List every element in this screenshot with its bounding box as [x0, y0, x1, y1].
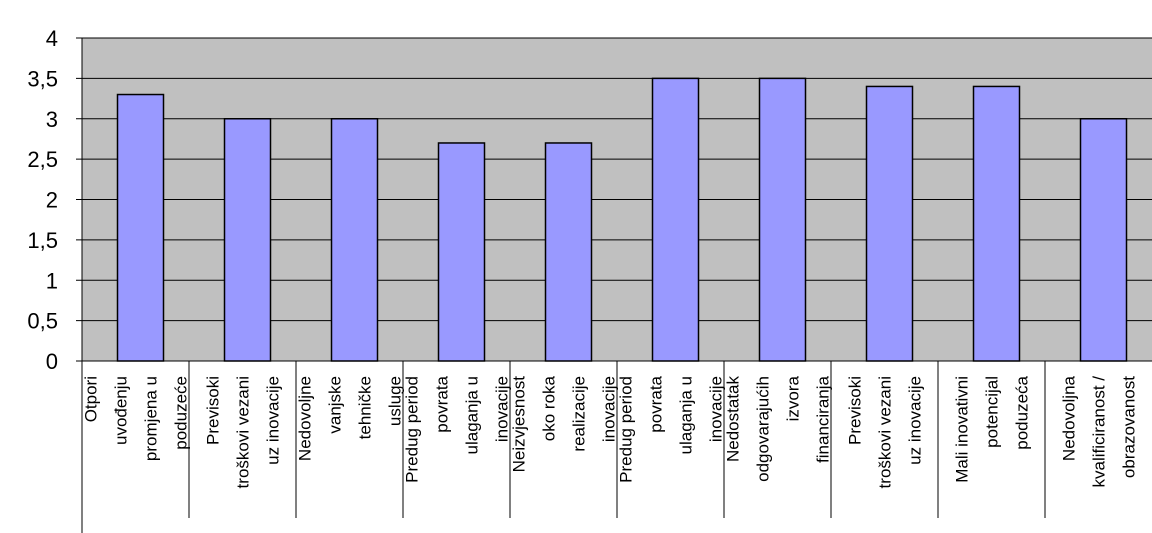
category-label-line: financiranja — [814, 375, 833, 462]
bars — [116, 77, 1128, 362]
category-label-line: Nedovoljne — [296, 376, 315, 461]
category-label-line: realizacije — [570, 376, 589, 452]
category-label-line: promjena u — [142, 376, 161, 461]
category-label-line: inovacije — [707, 376, 726, 442]
bar — [116, 93, 165, 362]
category-label-line: Otpori — [82, 376, 101, 422]
y-tick-label: 4 — [46, 26, 58, 51]
category-label-line: Predug period — [617, 376, 636, 483]
y-tick-label: 1 — [46, 268, 58, 293]
y-tick-label: 0,5 — [27, 309, 58, 334]
x-axis — [81, 38, 1152, 533]
category-label-line: Nedovoljna — [1060, 375, 1079, 461]
category-label: Neizvjesnost oko roka realizacije inovacije — [510, 375, 619, 472]
y-tick-label: 2 — [46, 188, 58, 213]
category-label: Nedostatak odgovarajućih izvora financiranj… — [724, 375, 833, 481]
bar — [865, 85, 914, 362]
category-label-line: troškovi vezani — [876, 376, 895, 488]
category-label-line: povrata — [647, 375, 666, 432]
bar — [330, 118, 379, 362]
bar — [544, 142, 593, 362]
category-label-line: troškovi vezani — [234, 376, 253, 488]
y-tick-label: 2,5 — [27, 147, 58, 172]
category-label: Mali inovativni potencijal poduzeća — [953, 375, 1032, 482]
category-label-line: usluge — [386, 376, 405, 426]
category-label-line: ulaganja u — [463, 376, 482, 454]
y-tick-label: 1,5 — [27, 228, 58, 253]
category-label-line: vanjske — [326, 376, 345, 434]
bar — [972, 85, 1021, 362]
category-label-line: izvora — [784, 375, 803, 421]
y-tick-label: 0 — [46, 349, 58, 374]
bar — [1079, 118, 1128, 362]
category-label-line: poduzeće — [172, 376, 191, 450]
category-labels: Otpori uvođenju promjena u poduzeće Previsok… — [82, 375, 1139, 488]
y-tick-label: 3,5 — [27, 66, 58, 91]
category-label: Nedovoljna kvalificiranost / obrazovanost — [1060, 375, 1139, 487]
bar — [758, 77, 807, 362]
category-label-line: inovacije — [600, 376, 619, 442]
category-label: Predug period povrata ulaganja u inovacije — [617, 375, 726, 482]
category-label-line: Neizvjesnost — [510, 376, 529, 473]
category-label-line: potencijal — [983, 376, 1002, 448]
y-axis-ticks: 0 0,5 1 1,5 2 2,5 3 3,5 4 — [27, 26, 82, 374]
category-label-line: odgovarajućih — [754, 376, 773, 482]
bar — [651, 77, 700, 362]
category-label-line: ulaganja u — [677, 376, 696, 454]
category-label: Otpori uvođenju promjena u poduzeće — [82, 376, 191, 461]
category-label-line: Nedostatak — [724, 376, 743, 462]
category-label-line: oko roka — [540, 375, 559, 441]
y-tick-label: 3 — [46, 107, 58, 132]
category-label-line: inovacije — [493, 376, 512, 442]
bar — [223, 118, 272, 362]
category-label-line: Mali inovativni — [953, 376, 972, 483]
category-label-line: kvalificiranost / — [1090, 376, 1109, 488]
category-label-line: uz inovacije — [264, 376, 283, 465]
category-label: Predug period povrata ulaganja u inovacije — [403, 375, 512, 482]
category-label-line: tehničke — [356, 376, 375, 439]
bar — [437, 142, 486, 362]
category-label-line: povrata — [433, 375, 452, 432]
category-label-line: poduzeća — [1013, 375, 1032, 449]
category-label-line: Previsoki — [846, 376, 865, 445]
category-label-line: uvođenju — [112, 376, 131, 445]
category-label-line: obrazovanost — [1120, 376, 1139, 478]
category-label: Previsoki troškovi vezani uz inovacije — [204, 376, 283, 488]
category-label-line: Predug period — [403, 376, 422, 483]
category-label: Nedovoljne vanjske tehničke usluge — [296, 376, 405, 461]
category-label: Previsoki troškovi vezani uz inovacije — [846, 376, 925, 488]
category-label-line: uz inovacije — [906, 376, 925, 465]
category-label-line: Previsoki — [204, 376, 223, 445]
